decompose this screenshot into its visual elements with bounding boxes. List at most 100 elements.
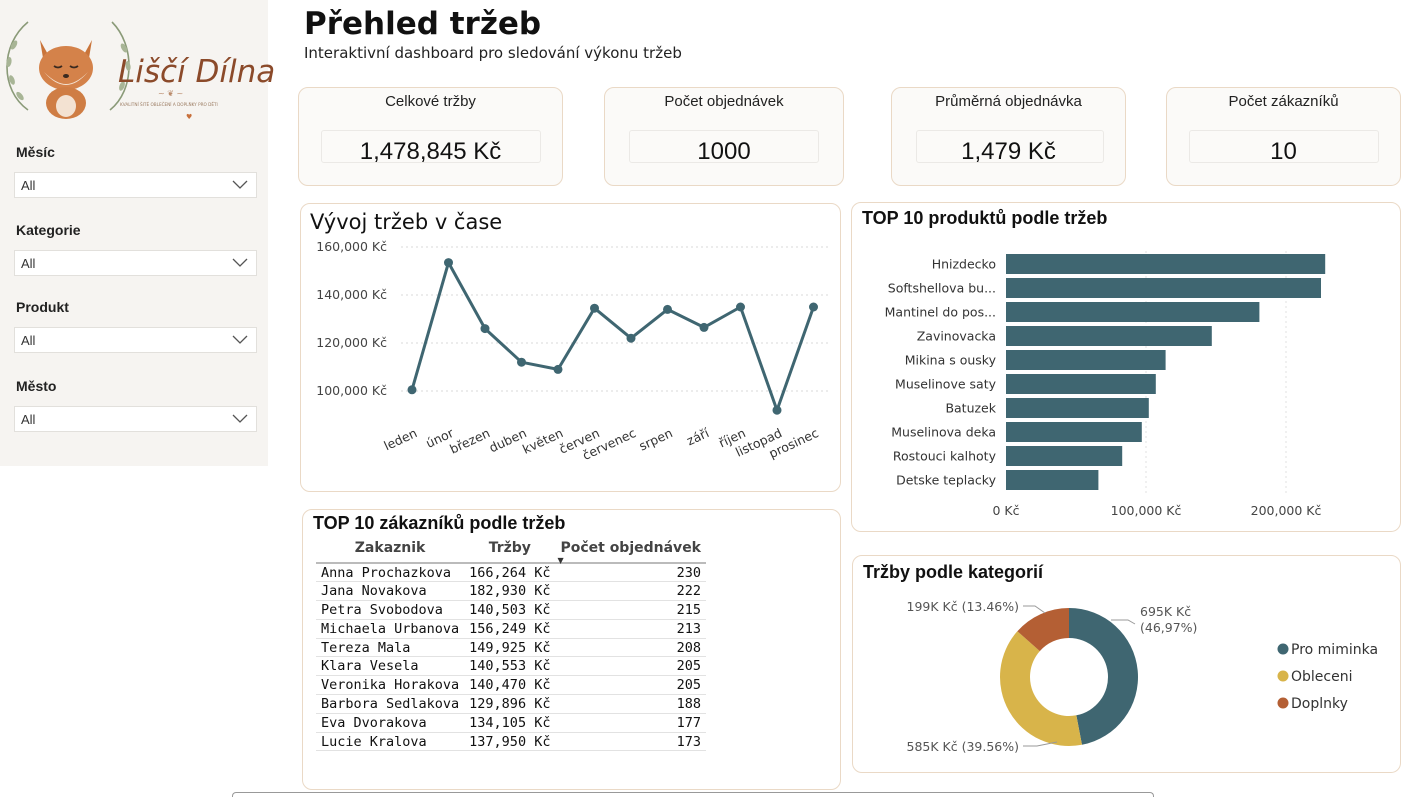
table-row[interactable]: Petra Svobodova 140,503 Kč 215 bbox=[316, 600, 706, 620]
x-tick-label: září bbox=[684, 425, 712, 448]
filter-product-select[interactable]: All bbox=[14, 327, 257, 353]
kpi-value: 10 bbox=[1270, 138, 1297, 165]
bar-Softshellova bu... bbox=[1006, 278, 1321, 298]
filter-category-value: All bbox=[21, 256, 36, 271]
chevron-down-icon bbox=[232, 258, 248, 267]
sort-descending-icon: ▼ bbox=[557, 556, 564, 565]
order-count-cell: 222 bbox=[555, 581, 706, 602]
customer-name-cell: Jana Novakova bbox=[316, 581, 465, 602]
top-products-title: TOP 10 produktů podle tržeb bbox=[862, 208, 1108, 228]
data-point-prosinec bbox=[809, 302, 818, 312]
revenue-trend-panel: Vývoj tržeb v čase 100,000 Kč 120,000 Kč 1… bbox=[300, 203, 841, 492]
revenue-cell: 149,925 Kč bbox=[464, 638, 556, 658]
column-header-orders[interactable]: Počet objednávek ▼ bbox=[555, 540, 706, 565]
order-count-cell: 205 bbox=[555, 656, 706, 677]
revenue-cell: 182,930 Kč bbox=[464, 581, 556, 602]
data-point-březen bbox=[480, 324, 490, 334]
customer-name-cell: Barbora Sedlakova bbox=[316, 694, 465, 714]
kpi-value-box bbox=[916, 130, 1104, 163]
table-row[interactable]: Barbora Sedlakova 129,896 Kč 188 bbox=[316, 694, 706, 714]
table-row[interactable]: Jana Novakova 182,930 Kč 222 bbox=[316, 581, 706, 602]
y-tick-label: Zavinovacka bbox=[917, 329, 996, 344]
chevron-down-icon bbox=[232, 335, 248, 344]
y-tick-label: 140,000 Kč bbox=[316, 287, 387, 302]
slice-label-pro-miminka-line1: 695K Kč bbox=[1140, 604, 1191, 619]
filter-product-label: Produkt bbox=[16, 299, 69, 315]
fox-icon bbox=[39, 40, 93, 119]
customer-name-cell: Lucie Kralova bbox=[316, 732, 465, 752]
table-row[interactable]: Eva Dvorakova 134,105 Kč 177 bbox=[316, 713, 706, 733]
table-row[interactable]: Tereza Mala 149,925 Kč 208 bbox=[316, 638, 706, 658]
revenue-cell: 166,264 Kč bbox=[464, 563, 556, 583]
column-header-customer[interactable]: Zakaznik bbox=[316, 540, 465, 564]
revenue-cell: 140,470 Kč bbox=[464, 675, 556, 696]
filter-city-select[interactable]: All bbox=[14, 406, 257, 432]
data-point-listopad bbox=[772, 405, 782, 415]
filter-product-value: All bbox=[21, 333, 36, 348]
order-count-cell: 230 bbox=[555, 563, 706, 583]
revenue-cell: 134,105 Kč bbox=[464, 713, 556, 733]
table-row[interactable]: Klara Vesela 140,553 Kč 205 bbox=[316, 656, 706, 677]
revenue-cell: 140,503 Kč bbox=[464, 600, 556, 620]
bottom-scroll-bar[interactable] bbox=[232, 792, 1154, 797]
slice-label-doplnky: 199K Kč (13.46%) bbox=[907, 599, 1020, 614]
order-count-cell: 205 bbox=[555, 675, 706, 696]
filter-category-label: Kategorie bbox=[16, 222, 81, 238]
data-point-květen bbox=[553, 364, 563, 374]
slice-label-pro-miminka-line2: (46,97%) bbox=[1140, 620, 1197, 635]
leader-line bbox=[1023, 741, 1058, 747]
kpi-value: 1,478,845 Kč bbox=[359, 138, 502, 165]
data-point-říjen bbox=[736, 302, 745, 312]
y-tick-label: Mantinel do pos... bbox=[885, 305, 996, 320]
revenue-cell: 156,249 Kč bbox=[464, 619, 556, 639]
order-count-cell: 173 bbox=[555, 732, 706, 752]
y-tick-label: Batuzek bbox=[945, 401, 996, 416]
bar-Detske teplacky bbox=[1006, 470, 1099, 490]
data-point-srpen bbox=[663, 304, 672, 314]
revenue-cell: 129,896 Kč bbox=[464, 694, 556, 714]
kpi-card-avg-order: Průměrná objednávka 1,479 Kč bbox=[891, 87, 1126, 186]
data-point-duben bbox=[517, 357, 526, 367]
legend-marker bbox=[1277, 670, 1289, 682]
kpi-value: 1000 bbox=[697, 138, 751, 165]
x-tick-label: duben bbox=[487, 425, 529, 455]
order-count-cell: 213 bbox=[555, 619, 706, 639]
kpi-value: 1,479 Kč bbox=[961, 138, 1056, 165]
bar-Hnizdecko bbox=[1006, 254, 1326, 274]
customer-name-cell: Tereza Mala bbox=[316, 638, 465, 658]
legend-label: Doplnky bbox=[1291, 696, 1348, 712]
legend-label: Pro miminka bbox=[1291, 642, 1378, 658]
leaf-icon bbox=[6, 40, 131, 101]
column-header-orders-label: Počet objednávek bbox=[560, 540, 701, 556]
column-header-revenue[interactable]: Tržby bbox=[464, 540, 556, 564]
brand-tagline: KVALITNÍ ŠITÉ OBLEČENÍ A DOPLŇKY PRO DĚT… bbox=[120, 102, 218, 107]
y-tick-label: Muselinove saty bbox=[895, 377, 997, 392]
kpi-label: Počet objednávek bbox=[664, 93, 784, 110]
top-products-panel: TOP 10 produktů podle tržeb 0 Kč 100,000 … bbox=[851, 202, 1401, 532]
filter-category-select[interactable]: All bbox=[14, 250, 257, 276]
top-customers-title: TOP 10 zákazníků podle tržeb bbox=[313, 513, 566, 533]
heart-icon: ♥ bbox=[186, 113, 192, 121]
category-revenue-title: Tržby podle kategorií bbox=[863, 562, 1044, 582]
x-tick-label: 200,000 Kč bbox=[1251, 503, 1322, 518]
top-customers-table: Zakaznik Tržby Počet objednávek ▼ Anna P… bbox=[316, 540, 706, 752]
chevron-down-icon bbox=[232, 414, 248, 423]
legend-label: Obleceni bbox=[1291, 669, 1352, 685]
x-tick-label: leden bbox=[381, 425, 419, 453]
y-tick-label: Detske teplacky bbox=[896, 473, 997, 488]
table-row[interactable]: Michaela Urbanova 156,249 Kč 213 bbox=[316, 619, 706, 639]
revenue-cell: 140,553 Kč bbox=[464, 656, 556, 677]
table-row[interactable]: Anna Prochazkova 166,264 Kč 230 bbox=[316, 563, 706, 583]
category-revenue-chart: 695K Kč(46,97%) 199K Kč (13.46%) 585K Kč (… bbox=[907, 599, 1379, 754]
customer-name-cell: Eva Dvorakova bbox=[316, 713, 465, 733]
table-row[interactable]: Lucie Kralova 137,950 Kč 173 bbox=[316, 732, 706, 752]
y-tick-label: Muselinova deka bbox=[891, 425, 996, 440]
series-line bbox=[410, 261, 815, 412]
bar-Rostouci kalhoty bbox=[1006, 446, 1123, 466]
filter-month-select[interactable]: All bbox=[14, 172, 257, 198]
customer-name-cell: Klara Vesela bbox=[316, 656, 465, 677]
filter-month-label: Měsíc bbox=[16, 144, 55, 160]
table-row[interactable]: Veronika Horakova 140,470 Kč 205 bbox=[316, 675, 706, 696]
y-tick-label: 160,000 Kč bbox=[316, 239, 387, 254]
y-tick-label: Mikina s ousky bbox=[905, 353, 997, 368]
